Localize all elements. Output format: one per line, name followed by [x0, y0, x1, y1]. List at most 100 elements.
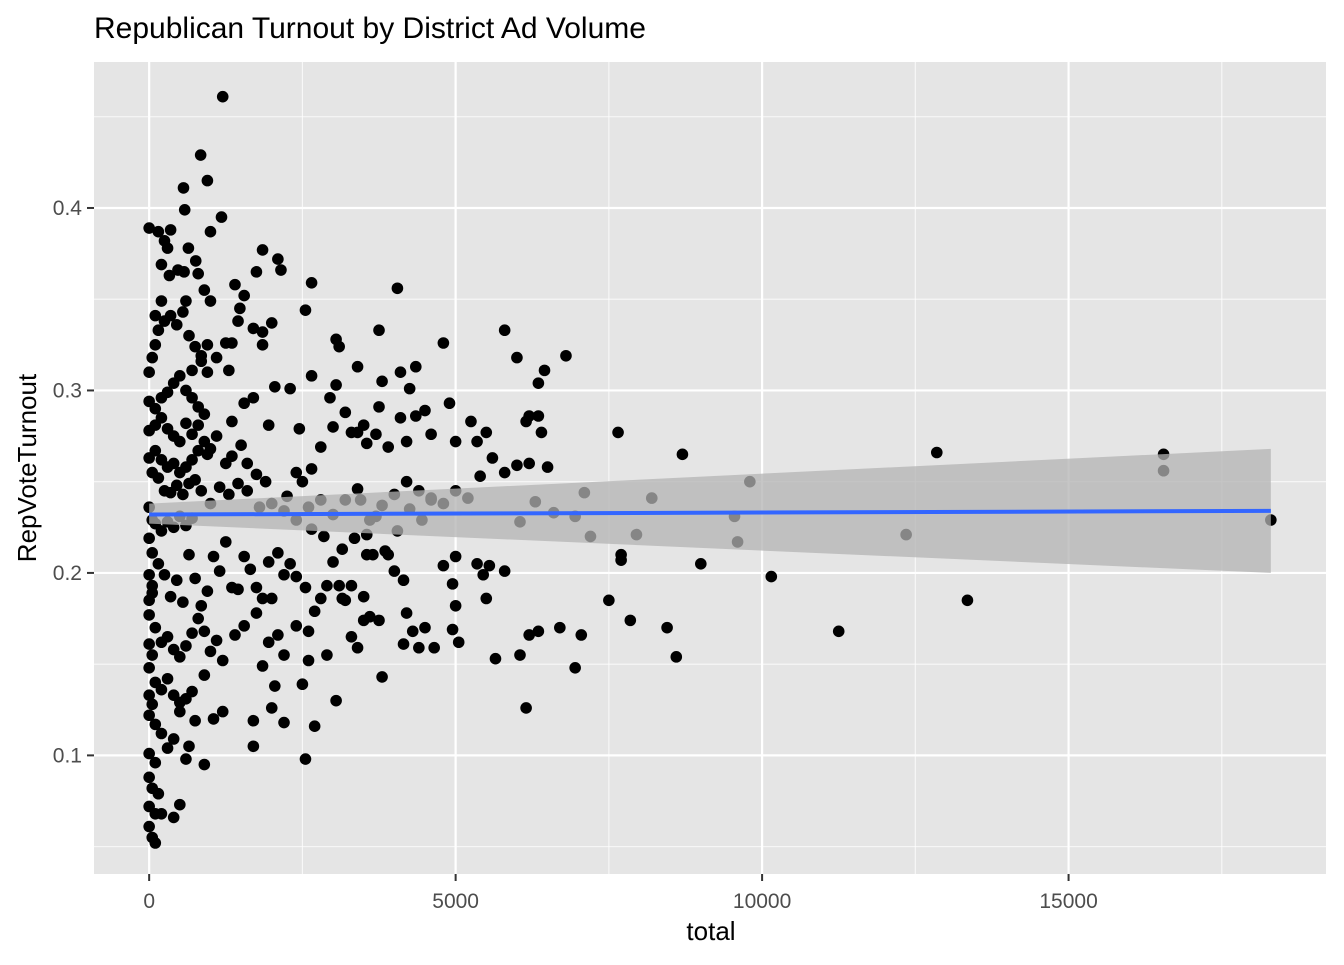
- data-point: [177, 306, 189, 318]
- data-point: [226, 415, 238, 428]
- data-point: [192, 267, 204, 280]
- data-point: [229, 278, 241, 291]
- data-point: [213, 565, 226, 577]
- data-point: [238, 620, 250, 632]
- data-point: [269, 381, 281, 393]
- data-point: [229, 629, 241, 641]
- data-point: [174, 798, 186, 811]
- data-point: [400, 475, 413, 488]
- data-point: [284, 557, 296, 570]
- data-point: [238, 550, 250, 563]
- data-point: [192, 419, 204, 431]
- data-point: [226, 337, 238, 349]
- data-point: [241, 457, 254, 470]
- data-point: [676, 448, 689, 461]
- data-point: [195, 485, 208, 497]
- data-point: [308, 605, 321, 618]
- data-point: [265, 702, 278, 714]
- data-point: [489, 652, 502, 665]
- data-point: [247, 714, 260, 727]
- data-point: [272, 547, 284, 559]
- data-point: [382, 441, 395, 453]
- data-point: [250, 468, 263, 481]
- data-point: [290, 466, 303, 479]
- data-point: [327, 556, 339, 568]
- data-point: [149, 718, 162, 731]
- data-point: [400, 607, 413, 619]
- data-point: [186, 428, 198, 441]
- data-point: [232, 477, 244, 490]
- data-point: [161, 242, 174, 254]
- data-point: [170, 574, 183, 587]
- data-point: [204, 645, 217, 658]
- data-point: [930, 446, 943, 459]
- data-point: [216, 654, 229, 667]
- data-point: [247, 391, 260, 404]
- data-point: [155, 683, 168, 696]
- data-point: [194, 149, 207, 161]
- data-point: [186, 391, 198, 404]
- data-point: [215, 211, 228, 223]
- data-point: [155, 258, 168, 271]
- data-point: [333, 340, 345, 353]
- data-point: [394, 366, 407, 379]
- data-point: [167, 811, 180, 824]
- data-point: [272, 253, 284, 265]
- data-point: [146, 698, 159, 711]
- data-point: [189, 474, 201, 486]
- data-point: [348, 532, 361, 545]
- data-point: [498, 324, 511, 337]
- data-point: [437, 337, 450, 349]
- data-point: [446, 623, 459, 636]
- data-point: [394, 412, 407, 424]
- data-point: [336, 592, 349, 605]
- data-point: [324, 391, 336, 404]
- data-point: [155, 727, 168, 740]
- data-point: [474, 470, 486, 483]
- data-point: [302, 625, 315, 638]
- data-point: [223, 364, 235, 377]
- data-point: [318, 530, 330, 543]
- data-point: [143, 609, 155, 621]
- data-point: [486, 452, 499, 464]
- data-point: [560, 349, 572, 362]
- data-point: [186, 685, 198, 698]
- data-point: [155, 807, 168, 820]
- data-point: [256, 592, 269, 605]
- data-point: [284, 382, 296, 395]
- data-point: [216, 705, 229, 718]
- data-point: [180, 295, 192, 307]
- data-point: [413, 641, 425, 654]
- data-point: [219, 457, 232, 470]
- data-point: [198, 408, 211, 420]
- data-point: [256, 660, 269, 672]
- trend-line: [149, 508, 1271, 517]
- data-point: [207, 550, 220, 563]
- data-point: [198, 758, 211, 771]
- data-point: [360, 548, 373, 561]
- data-point: [143, 532, 155, 545]
- data-point: [357, 590, 370, 603]
- data-point: [446, 578, 459, 590]
- data-point: [182, 242, 195, 254]
- data-point: [305, 463, 318, 475]
- data-point: [204, 295, 217, 307]
- data-point: [177, 488, 189, 501]
- y-axis: 0.1 0.2 0.3 0.4: [53, 197, 94, 767]
- data-point: [538, 364, 551, 377]
- data-point: [152, 787, 165, 800]
- data-point: [615, 554, 627, 566]
- data-point: [275, 264, 287, 276]
- data-point: [177, 596, 189, 608]
- data-point: [296, 475, 309, 488]
- data-point: [250, 607, 263, 619]
- data-point: [327, 421, 339, 433]
- data-point: [155, 295, 168, 307]
- data-point: [511, 351, 523, 364]
- data-point: [189, 572, 201, 585]
- data-point: [376, 671, 388, 683]
- data-point: [409, 360, 422, 373]
- data-point: [302, 654, 315, 667]
- data-point: [161, 672, 174, 685]
- data-point: [143, 452, 155, 464]
